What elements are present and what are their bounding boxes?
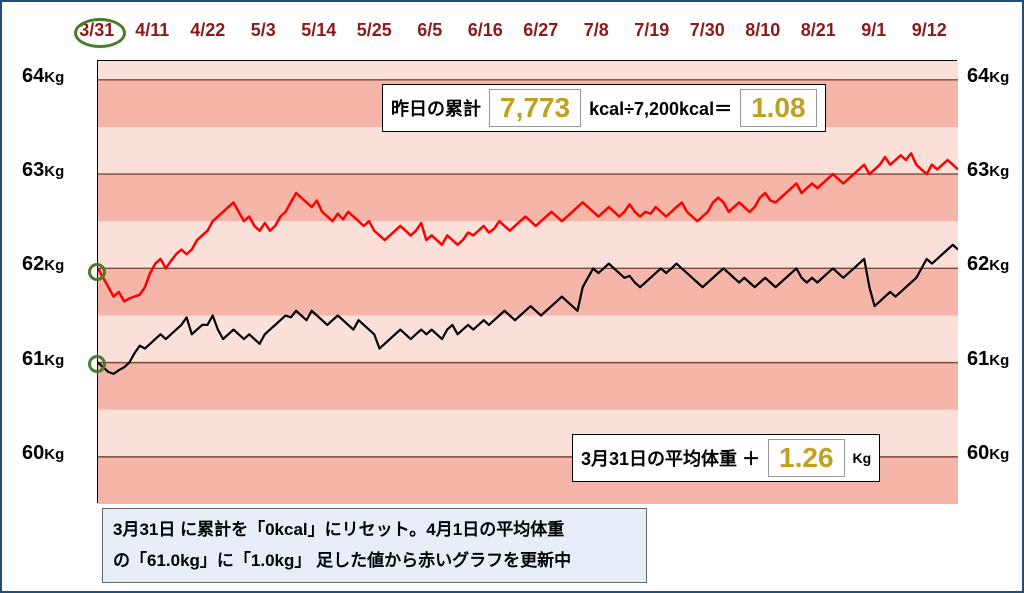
x-tick-label: 5/14	[291, 20, 347, 41]
bottom-note: 3月31日 に累計を「0kcal」にリセット。4月1日の平均体重 の「61.0k…	[102, 508, 647, 583]
y-tick-label: 60Kg	[22, 442, 64, 465]
x-tick-label: 6/16	[458, 20, 514, 41]
x-tick-label: 6/27	[513, 20, 569, 41]
x-tick-label: 6/5	[402, 20, 458, 41]
y-tick-label: 64Kg	[22, 65, 64, 88]
x-tick-label: 3/31	[69, 20, 125, 41]
top-box-mid: kcal÷7,200kcal＝	[589, 95, 732, 121]
x-tick-label: 4/11	[125, 20, 181, 41]
bottom-box-value: 1.26	[768, 439, 845, 477]
x-tick-label: 9/1	[846, 20, 902, 41]
y-tick-label: 61Kg	[967, 348, 1009, 371]
bottom-box-label: 3月31日の平均体重 ＋	[581, 445, 760, 471]
y-tick-label: 61Kg	[22, 348, 64, 371]
note-line2: の「61.0kg」に「1.0kg」 足した値から赤いグラフを更新中	[113, 546, 636, 577]
y-tick-label: 62Kg	[967, 253, 1009, 276]
y-tick-label: 62Kg	[22, 253, 64, 276]
x-tick-label: 5/3	[236, 20, 292, 41]
x-tick-label: 7/19	[624, 20, 680, 41]
y-tick-label: 63Kg	[22, 159, 64, 182]
x-tick-label: 4/22	[180, 20, 236, 41]
bottom-info-box: 3月31日の平均体重 ＋ 1.26 Kg	[572, 434, 880, 482]
top-box-value2: 1.08	[740, 89, 817, 127]
x-tick-label: 8/21	[791, 20, 847, 41]
x-tick-label: 9/12	[902, 20, 958, 41]
top-box-value1: 7,773	[489, 89, 581, 127]
note-line1: 3月31日 に累計を「0kcal」にリセット。4月1日の平均体重	[113, 515, 636, 546]
x-tick-label: 7/8	[569, 20, 625, 41]
x-tick-label: 5/25	[347, 20, 403, 41]
y-tick-label: 60Kg	[967, 442, 1009, 465]
y-tick-label: 63Kg	[967, 159, 1009, 182]
chart-frame: 3/314/114/225/35/145/256/56/166/277/87/1…	[0, 0, 1024, 593]
y-tick-label: 64Kg	[967, 65, 1009, 88]
top-info-box: 昨日の累計 7,773 kcal÷7,200kcal＝ 1.08	[382, 84, 826, 132]
x-tick-label: 8/10	[735, 20, 791, 41]
top-box-label1: 昨日の累計	[391, 95, 481, 121]
x-tick-label: 7/30	[680, 20, 736, 41]
bottom-box-unit: Kg	[853, 450, 872, 466]
x-axis-labels: 3/314/114/225/35/145/256/56/166/277/87/1…	[69, 20, 957, 41]
